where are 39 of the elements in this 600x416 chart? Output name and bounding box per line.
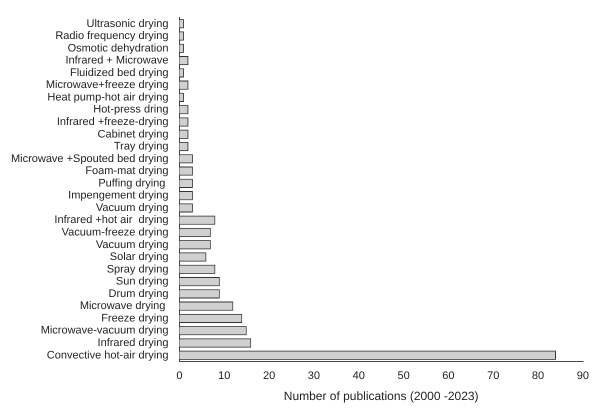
y-tick-label: Drum drying xyxy=(108,288,168,300)
x-tick-label: 10 xyxy=(218,370,230,382)
y-tick-label: Vacuum drying xyxy=(96,202,168,214)
y-tick-label: Heat pump-hot air drying xyxy=(47,91,168,104)
y-tick-label: Vacuum-freeze drying xyxy=(62,226,168,239)
x-axis-title: Number of publications (2000 -2023) xyxy=(284,389,479,404)
x-tick-label: 80 xyxy=(532,370,544,382)
y-tick-label: Foam-mat drying xyxy=(85,165,168,178)
y-tick-label: Infrared + Microwave xyxy=(65,54,168,67)
y-tick-label: Cabinet drying xyxy=(98,128,168,140)
y-tick-label: Microwave drying xyxy=(80,300,168,312)
x-tick-label: 30 xyxy=(308,370,320,382)
y-tick-label: Convective hot-air drying xyxy=(46,349,168,362)
y-tick-label: Solar drying xyxy=(110,251,168,264)
y-tick-label: Ultrasonic drying xyxy=(86,18,168,30)
y-tick-label: Tray drying xyxy=(114,140,168,153)
y-tick-label: Radio frequency drying xyxy=(55,30,168,42)
y-tick-label: Osmotic dehydration xyxy=(68,42,168,54)
x-tick-label: 50 xyxy=(397,370,410,382)
x-tick-label: 60 xyxy=(442,370,455,382)
y-tick-label: Spray drying xyxy=(106,263,168,276)
x-tick-label: 90 xyxy=(576,370,590,382)
y-tick-label: Impengement drying xyxy=(68,190,168,202)
y-tick-label: Microwave-vacuum drying xyxy=(40,324,168,337)
y-tick-label: Hot-press dring xyxy=(93,104,168,116)
y-tick-label: Microwave +Spouted bed drying xyxy=(10,152,168,165)
y-tick-label: Infrared drying xyxy=(98,337,168,350)
x-tick-label: 20 xyxy=(262,370,276,382)
y-tick-label: Freeze drying xyxy=(101,312,168,324)
y-tick-label: Fluidized bed drying xyxy=(70,66,168,79)
y-tick-label: Sun drying xyxy=(116,276,168,288)
x-tick-label: 70 xyxy=(487,370,500,382)
x-tick-label: 0 xyxy=(176,370,183,382)
y-tick-label: Infrared +freeze-drying xyxy=(56,116,168,128)
y-tick-label: Vacuum drying xyxy=(96,238,168,251)
y-tick-label: Infrared +hot air drying xyxy=(54,214,168,226)
x-tick-label: 40 xyxy=(352,370,365,382)
y-tick-label: Puffing drying xyxy=(98,177,168,190)
y-tick-label: Microwave+freeze drying xyxy=(46,79,168,92)
